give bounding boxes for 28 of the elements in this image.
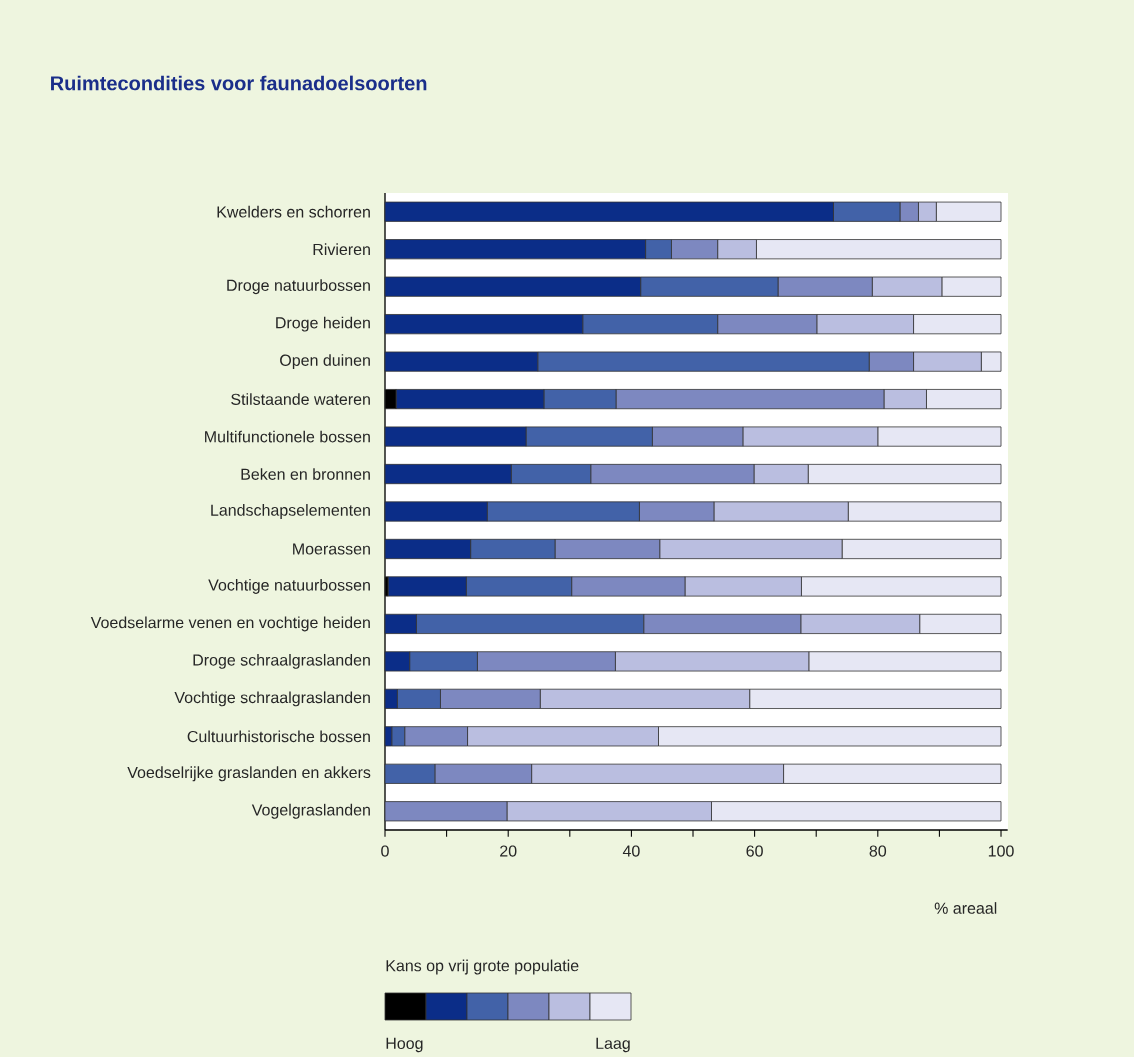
- y-tick-label: Droge schraalgraslanden: [193, 653, 370, 669]
- y-tick-label: Kwelders en schorren: [217, 205, 370, 218]
- legend-label: Laag: [596, 1037, 630, 1053]
- y-tick-label: Multifunctionele bossen: [205, 430, 370, 443]
- y-tick-label: Vogelgraslanden: [251, 803, 370, 819]
- x-tick-label: 60: [746, 845, 763, 857]
- y-tick-label: Voedselarme venen en vochtige heiden: [90, 616, 370, 632]
- x-axis-title: % areaal: [934, 902, 997, 914]
- legend-label: Hoog: [386, 1037, 423, 1053]
- y-tick-label: Vochtige natuurbossen: [208, 579, 370, 594]
- x-tick-label: 20: [500, 845, 517, 857]
- y-tick-label: Stilstaande wateren: [231, 393, 370, 405]
- y-tick-label: Vochtige schraalgraslanden: [174, 691, 370, 707]
- y-tick-label: Landschapselementen: [211, 504, 370, 519]
- y-tick-label: Droge heiden: [276, 316, 370, 332]
- x-tick-label: 0: [381, 845, 389, 857]
- y-tick-label: Rivieren: [313, 243, 370, 256]
- y-tick-label: Voedselrijke graslanden en akkers: [127, 766, 371, 782]
- y-tick-label: Open duinen: [280, 354, 370, 370]
- chart-title: Ruimtecondities voor faunadoelsoorten: [51, 75, 427, 91]
- y-tick-label: Beken en bronnen: [241, 468, 370, 480]
- x-tick-label: 100: [988, 845, 1014, 857]
- y-tick-label: Cultuurhistorische bossen: [187, 730, 370, 743]
- x-tick-label: 80: [869, 845, 887, 857]
- y-tick-label: Moerassen: [293, 543, 370, 555]
- legend-title: Kans op vrij grote populatie: [386, 959, 579, 975]
- x-tick-label: 40: [622, 845, 640, 857]
- y-tick-label: Droge natuurbossen: [227, 279, 370, 295]
